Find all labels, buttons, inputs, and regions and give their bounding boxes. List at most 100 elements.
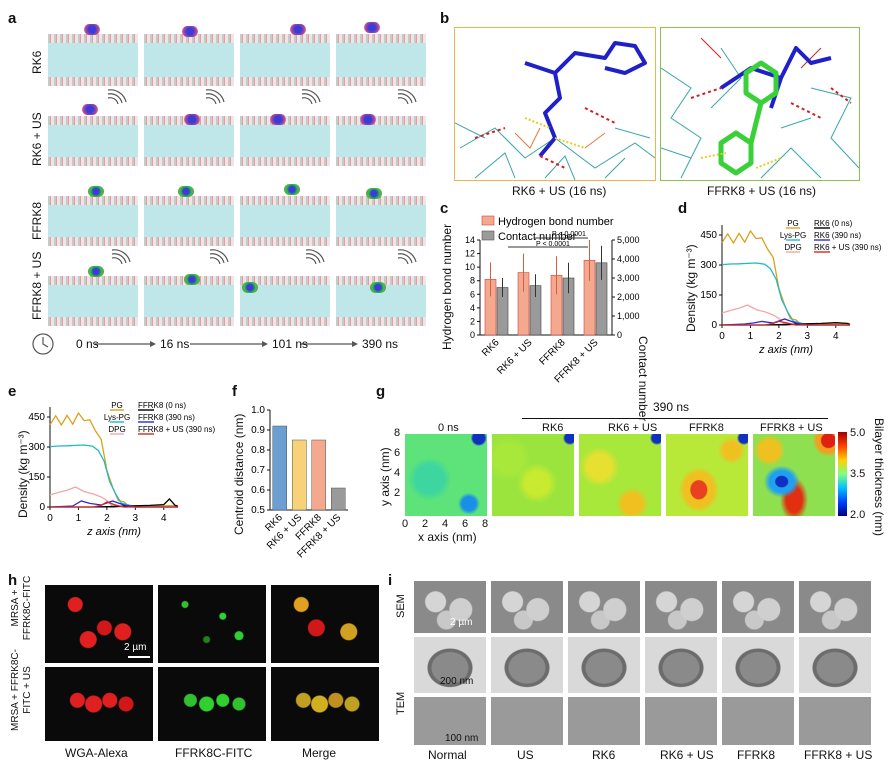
time-label: 16 ns xyxy=(160,337,190,351)
colorbar-label: Bilayer thickness (nm) xyxy=(872,418,886,537)
peptide-marker xyxy=(182,26,198,37)
tick-label: 12 xyxy=(465,249,475,259)
panel-e-density-plot: 0 150 300 450 0 1 2 3 4 z axis (nm) PG Lys-PG DPG FFR… xyxy=(28,401,215,538)
legend-label: Hydrogen bond number xyxy=(498,216,614,228)
sem-image xyxy=(491,581,563,633)
sem-image xyxy=(722,581,794,633)
tick-label: 1 xyxy=(748,331,754,342)
ffrk8-binding-structure xyxy=(660,27,860,181)
row-label: MRSA + FFRK8C-FITC + US xyxy=(10,649,33,731)
peptide-marker xyxy=(88,266,104,277)
tick-label: 0 xyxy=(711,320,717,331)
thickness-map xyxy=(579,434,661,516)
legend-label: RK6 (390 ns) xyxy=(814,231,861,240)
tem-zoom-image xyxy=(491,697,563,745)
tick-label: 10 xyxy=(465,262,475,272)
tick-label: 4 xyxy=(442,518,449,530)
bar-centroid-distance xyxy=(272,425,287,511)
panel-label-g: g xyxy=(376,383,386,400)
md-snapshot xyxy=(336,196,426,246)
panel-label-a: a xyxy=(8,10,17,27)
axis-label: Centroid distance (nm) xyxy=(232,413,246,535)
colorbar-tick: 2.0 xyxy=(850,509,866,521)
tem-image xyxy=(568,637,640,693)
series-line-pg xyxy=(721,229,851,326)
tick-label: 2 xyxy=(104,513,110,524)
tick-label: 0 xyxy=(402,518,409,530)
legend-label: FFRK8 (0 ns) xyxy=(138,401,186,410)
tick-label: 150 xyxy=(28,472,45,483)
tick-label: 3 xyxy=(133,513,139,524)
tem-image xyxy=(799,637,871,693)
panel-d-density-plot: 0 150 300 450 0 1 2 3 4 z axis (nm) PG Lys-PG DPG RK6… xyxy=(700,219,881,356)
panel-c-bar-chart: 0 2 4 6 8 10 12 14 0 1,000 2,000 3,000 4,000 5,000 RK… xyxy=(465,215,640,385)
tick-label: 0 xyxy=(617,330,622,340)
row-label: SEM xyxy=(395,594,407,618)
time-label: 0 ns xyxy=(76,337,99,351)
microscopy-image xyxy=(271,585,379,663)
group-label: 390 ns xyxy=(653,400,690,414)
map-title: RK6 + US xyxy=(608,422,658,434)
tick-label: 0 xyxy=(719,331,725,342)
tick-label: 8 xyxy=(470,276,475,286)
row-label: RK6 + US xyxy=(30,112,44,166)
peptide-marker xyxy=(270,114,286,125)
column-label: Merge xyxy=(302,746,337,760)
time-label: 390 ns xyxy=(362,337,399,351)
md-snapshot xyxy=(336,116,426,166)
peptide-marker xyxy=(366,188,382,199)
sem-image xyxy=(414,581,486,633)
colorbar-tick: 5.0 xyxy=(850,427,866,439)
p-value: P < 0.0001 xyxy=(552,231,586,238)
peptide-marker xyxy=(370,282,386,293)
series-line-ffrk8-0-ns- xyxy=(50,498,179,508)
peptide-marker xyxy=(284,184,300,195)
column-label: US xyxy=(517,748,534,762)
tick-label: 4 xyxy=(161,513,167,524)
time-label: 101 ns xyxy=(272,337,309,351)
tick-label: 6 xyxy=(462,518,469,530)
md-snapshot xyxy=(144,196,234,246)
peptide-marker xyxy=(242,282,258,293)
tick-label: 0.7 xyxy=(251,465,265,476)
peptide-marker xyxy=(364,22,380,33)
colorbar-tick: 3.5 xyxy=(850,468,866,480)
bar-centroid-distance xyxy=(311,439,326,511)
tick-label: 3,000 xyxy=(617,273,640,283)
column-label: FFRK8 + US xyxy=(804,748,873,762)
tick-label: 1 xyxy=(76,513,82,524)
series-line-rk6-0-ns- xyxy=(722,321,851,326)
thickness-map xyxy=(492,434,574,516)
map-title: FFRK8 xyxy=(689,422,724,434)
tick-label: 14 xyxy=(465,235,475,245)
tick-label: 4 xyxy=(394,467,401,479)
legend-label: Contact number xyxy=(498,231,577,243)
tick-label: 150 xyxy=(700,290,717,301)
axis-label: Contact number xyxy=(636,336,650,422)
row-label: FFRK8 + US xyxy=(30,251,44,320)
bar-centroid-distance xyxy=(331,487,346,511)
axis-label: Hydrogen bond number xyxy=(440,223,454,350)
legend-label: PG xyxy=(787,219,799,228)
tick-label: 2 xyxy=(422,518,429,530)
md-snapshot xyxy=(48,34,138,86)
panel-label-e: e xyxy=(8,383,17,400)
category-label: FFRK8 xyxy=(537,337,567,367)
thickness-map xyxy=(405,434,487,516)
column-label: WGA-Alexa xyxy=(65,746,128,760)
sem-image xyxy=(799,581,871,633)
tick-label: 4 xyxy=(470,303,475,313)
axis-label: y axis (nm) xyxy=(378,447,392,506)
column-label: FFRK8 xyxy=(737,748,776,762)
microscopy-image xyxy=(45,585,153,663)
tem-image xyxy=(722,637,794,693)
series-line-pg xyxy=(49,411,179,508)
panel-label-f: f xyxy=(232,383,237,400)
tem-image xyxy=(491,637,563,693)
sem-image xyxy=(568,581,640,633)
tick-label: 4 xyxy=(833,331,839,342)
panel-label-i: i xyxy=(388,572,393,589)
axis-label: x axis (nm) xyxy=(418,530,477,544)
column-label: Normal xyxy=(428,748,467,762)
panel-label-d: d xyxy=(678,200,688,217)
